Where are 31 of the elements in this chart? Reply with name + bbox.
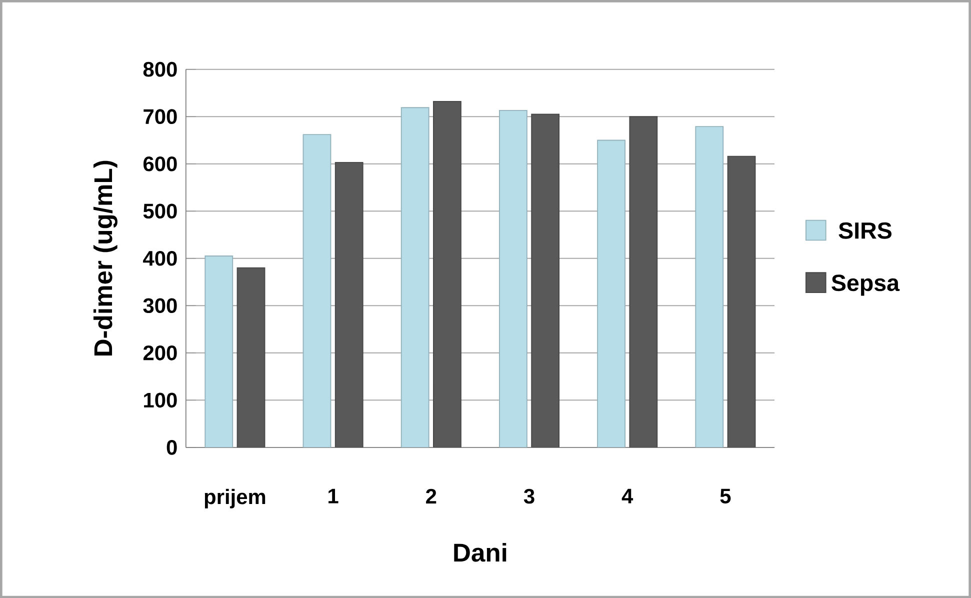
bar: [498, 110, 528, 448]
y-tick-label: 100: [144, 392, 177, 408]
x-tick-label: 5: [720, 488, 731, 504]
legend-label: Sepsa: [832, 274, 900, 296]
y-tick-label: 600: [144, 156, 177, 172]
bar: [302, 134, 332, 448]
bar: [531, 114, 560, 448]
bar: [204, 255, 234, 448]
y-tick-label: 800: [143, 62, 177, 77]
y-tick-label: 0: [166, 440, 177, 455]
y-tick-label: 300: [143, 298, 177, 313]
y-tick-label: 700: [144, 109, 177, 124]
x-axis-title: Dani: [454, 542, 506, 562]
bar: [334, 162, 364, 448]
bar: [629, 116, 658, 448]
x-tick-label: 2: [426, 488, 436, 504]
y-tick-label: 200: [143, 345, 177, 360]
bar: [695, 126, 724, 448]
x-tick-label: prijem: [204, 488, 266, 508]
y-tick-label: 500: [143, 204, 177, 218]
bar: [433, 100, 462, 448]
x-tick-label: 1: [328, 488, 338, 504]
y-tick-label: 400: [143, 250, 177, 266]
y-axis-title: D-dimer (ug/mL): [93, 160, 118, 356]
x-tick-label: 4: [622, 488, 634, 504]
bar: [597, 140, 626, 448]
bar: [236, 267, 266, 448]
legend-label: SIRS: [838, 222, 892, 239]
bar: [727, 156, 756, 448]
x-tick-label: 3: [524, 488, 534, 504]
bar: [400, 107, 430, 448]
